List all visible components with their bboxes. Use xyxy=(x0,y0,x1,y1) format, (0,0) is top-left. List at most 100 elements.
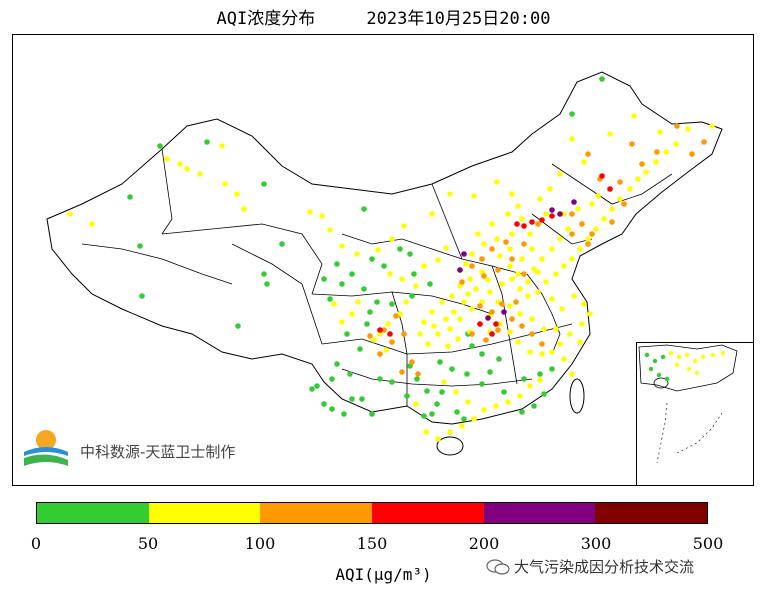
station-dot-good xyxy=(381,263,387,269)
station-dot-moderate xyxy=(676,354,682,360)
station-dot-moderate xyxy=(668,350,674,356)
station-dot-good xyxy=(421,413,427,419)
station-dot-moderate xyxy=(375,247,381,253)
station-dot-good xyxy=(361,206,367,212)
station-dot-light xyxy=(377,351,383,357)
station-dot-good xyxy=(652,358,658,364)
station-dot-moderate xyxy=(222,181,228,187)
station-dot-good xyxy=(414,376,420,382)
station-dot-light xyxy=(654,149,660,155)
china-map xyxy=(46,71,723,456)
station-dot-good xyxy=(389,301,395,307)
station-dot-moderate xyxy=(694,370,700,376)
station-dot-moderate xyxy=(561,356,567,362)
station-dot-moderate xyxy=(535,269,541,275)
station-dot-good xyxy=(347,371,353,377)
station-dot-moderate xyxy=(349,311,355,317)
station-dot-moderate xyxy=(219,143,225,149)
station-dot-moderate xyxy=(339,319,345,325)
station-dot-moderate xyxy=(529,246,535,252)
colorbar-tick: 150 xyxy=(356,534,388,553)
station-dot-good xyxy=(461,416,467,422)
attribution-text: 中科数源-天蓝卫士制作 xyxy=(80,443,236,461)
station-dot-moderate xyxy=(457,316,463,322)
station-dot-heavy xyxy=(571,199,577,205)
station-dot-moderate xyxy=(709,123,715,129)
station-dot-good xyxy=(648,366,654,372)
station-dot-moderate xyxy=(473,286,479,292)
station-dot-moderate xyxy=(507,263,513,269)
station-dot-light xyxy=(585,241,591,247)
colorbar-tick: 100 xyxy=(244,534,276,553)
station-dot-moderate xyxy=(494,179,500,185)
station-dot-medium xyxy=(539,217,545,223)
station-dot-light xyxy=(509,316,515,322)
station-dot-moderate xyxy=(443,316,449,322)
colorbar-segment-moderate xyxy=(148,503,261,523)
station-dot-moderate xyxy=(577,246,583,252)
station-dot-moderate xyxy=(539,351,545,357)
station-dot-moderate xyxy=(465,399,471,405)
hainan-island xyxy=(436,436,464,456)
station-dot-moderate xyxy=(89,221,95,227)
station-dot-light xyxy=(617,179,623,185)
station-dot-medium xyxy=(489,331,495,337)
station-dot-light xyxy=(469,263,475,269)
station-dot-medium xyxy=(549,213,555,219)
station-dot-moderate xyxy=(543,279,549,285)
station-dot-light xyxy=(495,267,501,273)
station-dot-moderate xyxy=(635,176,641,182)
station-dot-good xyxy=(359,396,365,402)
station-dot-good xyxy=(664,376,670,382)
station-dot-moderate xyxy=(435,331,441,337)
station-dot-moderate xyxy=(455,336,461,342)
station-dot-moderate xyxy=(684,352,690,358)
station-dot-good xyxy=(374,299,380,305)
station-dot-moderate xyxy=(67,211,73,217)
station-dot-moderate xyxy=(453,389,459,395)
station-dot-light xyxy=(509,256,515,262)
station-dot-moderate xyxy=(423,429,429,435)
station-dot-good xyxy=(660,354,666,360)
station-dot-light xyxy=(477,303,483,309)
station-dot-moderate xyxy=(371,337,377,343)
country-outline xyxy=(46,71,723,425)
station-dot-heavy xyxy=(485,315,491,321)
station-dot-moderate xyxy=(413,283,419,289)
station-dot-good xyxy=(479,381,485,387)
station-dot-moderate xyxy=(445,343,451,349)
wechat-icon xyxy=(486,559,510,575)
station-dot-moderate xyxy=(561,263,567,269)
station-dot-moderate xyxy=(234,191,240,197)
station-dot-moderate xyxy=(653,159,659,165)
station-dot-good xyxy=(369,256,375,262)
station-dot-moderate xyxy=(537,377,543,383)
station-dot-moderate xyxy=(581,159,587,165)
station-dot-moderate xyxy=(581,301,587,307)
station-dot-moderate xyxy=(515,271,521,277)
station-dot-good xyxy=(261,181,267,187)
station-dot-moderate xyxy=(607,131,613,137)
station-dot-moderate xyxy=(565,226,571,232)
station-dot-good xyxy=(454,409,460,415)
station-dot-light xyxy=(409,359,415,365)
station-dot-moderate xyxy=(164,156,170,162)
station-dot-moderate xyxy=(577,339,583,345)
station-dot-moderate xyxy=(413,401,419,407)
station-dot-moderate xyxy=(569,136,575,142)
station-dot-good xyxy=(377,376,383,382)
station-dot-good xyxy=(411,271,417,277)
station-dot-moderate xyxy=(421,319,427,325)
station-dot-good xyxy=(469,343,475,349)
station-dot-moderate xyxy=(439,299,445,305)
station-dot-good xyxy=(349,396,355,402)
station-dot-moderate xyxy=(494,236,500,242)
station-dot-moderate xyxy=(609,206,615,212)
station-dot-moderate xyxy=(700,354,706,360)
station-dot-light xyxy=(639,161,645,167)
station-dot-moderate xyxy=(331,301,337,307)
station-dot-moderate xyxy=(517,286,523,292)
station-dot-good xyxy=(409,293,415,299)
colorbar-tick: 200 xyxy=(468,534,500,553)
station-dot-light xyxy=(674,123,680,129)
